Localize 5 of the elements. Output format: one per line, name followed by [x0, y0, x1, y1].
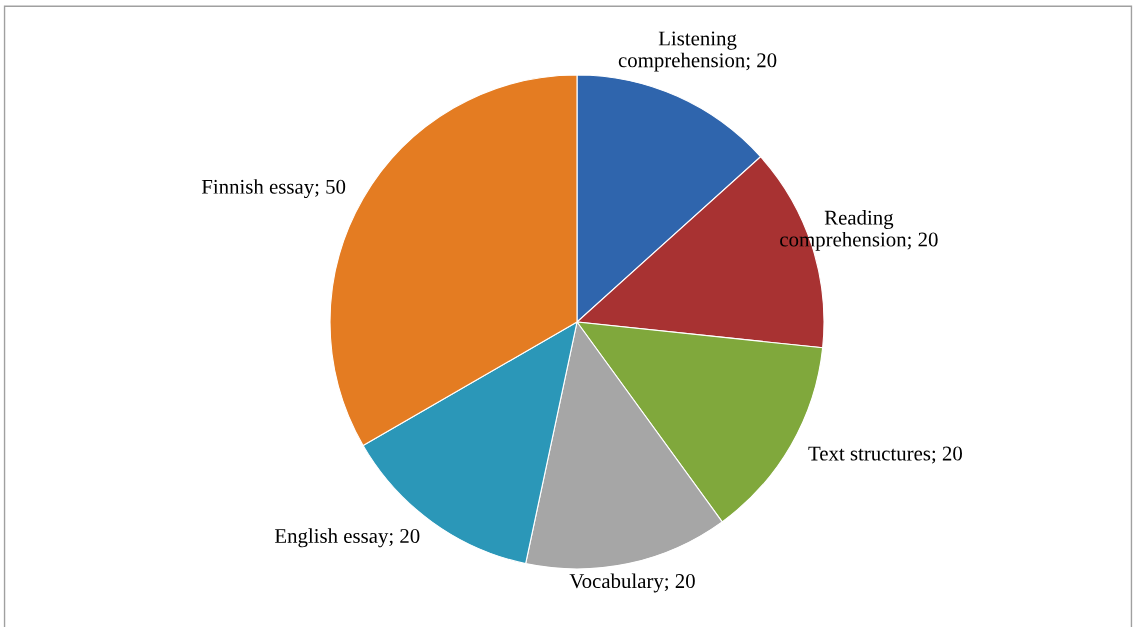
slice-label: Listening comprehension; 20: [618, 31, 777, 72]
slice-label: Vocabulary; 20: [569, 573, 695, 593]
slice-label: Finnish essay; 50: [201, 179, 346, 199]
slice-label: English essay; 20: [274, 528, 420, 548]
slice-label: Text structures; 20: [808, 446, 962, 464]
